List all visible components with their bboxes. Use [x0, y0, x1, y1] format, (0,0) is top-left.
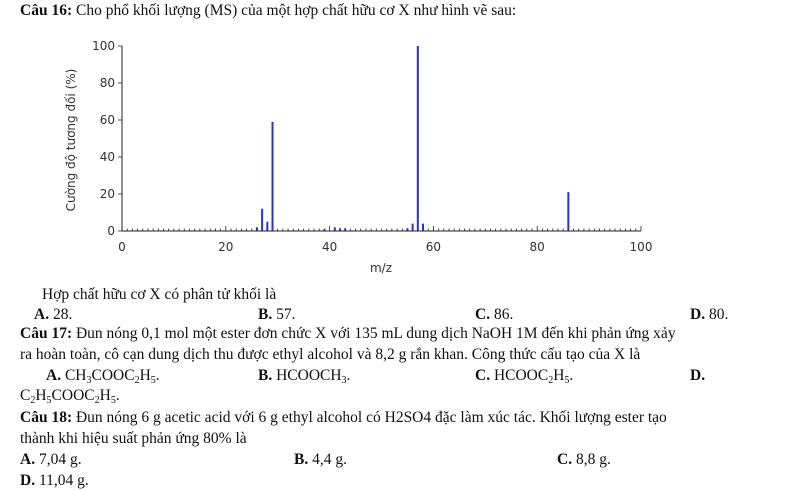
- q17-option-a-letter: A.: [46, 367, 62, 384]
- q17-a-p2: COOC: [91, 367, 135, 384]
- q16-number: Câu 16:: [20, 2, 73, 19]
- q18-text-1: Đun nóng 6 g acetic acid với 6 g ethyl a…: [75, 409, 667, 426]
- q17-d-p7: 5: [110, 395, 116, 406]
- q16-option-d-text: 80.: [708, 306, 729, 323]
- q18-line1: Câu 18: Đun nóng 6 g acetic acid với 6 g…: [20, 409, 667, 427]
- q17-b-p0: HCOOCH: [276, 367, 342, 384]
- q17-c-p0: HCOOC: [493, 367, 549, 384]
- q16-option-b[interactable]: B. 57.: [258, 306, 295, 324]
- y-tick-label: 20: [100, 187, 115, 201]
- q17-a-p6: .: [155, 367, 160, 384]
- q17-d-p5: 2: [94, 395, 100, 406]
- y-tick-label: 0: [107, 224, 115, 238]
- y-tick-label: 100: [92, 39, 115, 53]
- q17-option-c[interactable]: C. HCOOC2H5.: [475, 367, 574, 386]
- chart-ticks: [118, 45, 642, 232]
- q17-d-p4: COOC: [51, 387, 95, 404]
- x-tick-label: 20: [218, 240, 233, 254]
- q17-option-d-letter-wrap[interactable]: D.: [690, 367, 705, 385]
- q16-option-c-letter: C.: [475, 306, 491, 323]
- q18-option-d-letter: D.: [20, 472, 36, 489]
- q17-c-p2: H: [553, 367, 565, 384]
- q17-option-b-letter: B.: [258, 367, 273, 384]
- q17-d-p6: H: [99, 387, 111, 404]
- x-axis-label: m/z: [370, 261, 392, 275]
- q18-option-a-text: 7,04 g.: [38, 451, 82, 468]
- q16-option-a-text: 28.: [52, 306, 73, 323]
- x-tick-label: 40: [322, 240, 337, 254]
- q18-line2: thành khi hiệu suất phản ứng 80% là: [20, 430, 247, 447]
- q18-option-b[interactable]: B. 4,4 g.: [294, 451, 347, 469]
- q18-option-a-letter: A.: [20, 451, 36, 468]
- q17-line1: Câu 17: Đun nóng 0,1 mol một ester đơn c…: [20, 325, 676, 343]
- q18-option-b-letter: B.: [294, 451, 309, 468]
- q16-option-d-letter: D.: [690, 306, 706, 323]
- q18-option-b-text: 4,4 g.: [312, 451, 347, 468]
- q16-text: Cho phổ khối lượng (MS) của một hợp chất…: [75, 2, 517, 19]
- q17-a-p0: CH: [64, 367, 87, 384]
- q18-option-c[interactable]: C. 8,8 g.: [557, 451, 611, 469]
- q16-option-b-letter: B.: [258, 306, 273, 323]
- q16-option-c-text: 86.: [493, 306, 514, 323]
- q17-option-d-letter: D.: [690, 367, 706, 384]
- q18-option-c-letter: C.: [557, 451, 573, 468]
- q17-a-p1: 3: [86, 375, 92, 386]
- q16-header: Câu 16: Cho phổ khối lượng (MS) của một …: [20, 2, 516, 20]
- q17-b-p1: 3: [341, 375, 347, 386]
- y-axis-label: Cường độ tương đối (%): [64, 69, 78, 212]
- q16-option-b-text: 57.: [276, 306, 296, 323]
- q18-option-a[interactable]: A. 7,04 g.: [20, 451, 82, 469]
- q17-b-p2: .: [346, 367, 351, 384]
- q16-option-a-letter: A.: [34, 306, 50, 323]
- q18-option-d-text: 11,04 g.: [38, 472, 89, 489]
- q17-option-a[interactable]: A. CH3COOC2H5.: [46, 367, 160, 386]
- q18-number: Câu 18:: [20, 409, 73, 426]
- q17-option-c-letter: C.: [475, 367, 491, 384]
- y-tick-label: 60: [100, 113, 115, 127]
- q17-option-d[interactable]: C2H5COOC2H5.: [20, 387, 120, 406]
- q16-option-d[interactable]: D. 80.: [690, 306, 728, 324]
- q17-text-1: Đun nóng 0,1 mol một ester đơn chức X vớ…: [75, 325, 676, 342]
- x-tick-labels: 0 20 40 60 80 100: [118, 240, 652, 254]
- q17-a-p3: 2: [134, 375, 140, 386]
- q17-a-p4: H: [139, 367, 151, 384]
- q17-d-p8: .: [115, 387, 120, 404]
- y-tick-labels: 0 20 40 60 80 100: [92, 39, 115, 238]
- q17-d-p3: 5: [46, 395, 52, 406]
- q17-number: Câu 17:: [20, 325, 73, 342]
- y-tick-label: 40: [100, 150, 115, 164]
- q17-line2: ra hoàn toàn, cô cạn dung dịch thu được …: [20, 346, 641, 363]
- q16-option-a[interactable]: A. 28.: [34, 306, 72, 324]
- x-tick-label: 0: [118, 240, 126, 254]
- q17-d-p2: H: [35, 387, 47, 404]
- chart-peaks: [255, 46, 570, 231]
- q18-option-d[interactable]: D. 11,04 g.: [20, 472, 89, 490]
- x-tick-label: 80: [530, 240, 545, 254]
- y-tick-label: 80: [100, 76, 115, 90]
- q17-c-p3: 5: [564, 375, 570, 386]
- x-tick-label: 60: [426, 240, 441, 254]
- q16-option-c[interactable]: C. 86.: [475, 306, 513, 324]
- q16-question: Hợp chất hữu cơ X có phân tử khối là: [42, 286, 277, 303]
- q17-option-b[interactable]: B. HCOOCH3.: [258, 367, 351, 386]
- q17-c-p4: .: [569, 367, 574, 384]
- q17-d-p1: 2: [30, 395, 36, 406]
- x-tick-label: 100: [630, 240, 653, 254]
- q17-c-p1: 2: [548, 375, 554, 386]
- q17-a-p5: 5: [150, 375, 156, 386]
- q17-d-p0: C: [20, 387, 31, 404]
- q18-option-c-text: 8,8 g.: [575, 451, 611, 468]
